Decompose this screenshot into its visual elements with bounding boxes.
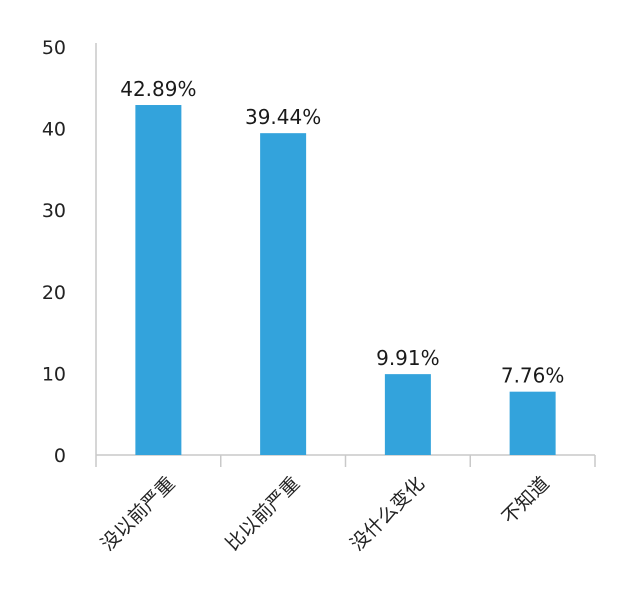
data-label: 9.91% bbox=[376, 346, 440, 370]
data-label: 39.44% bbox=[245, 105, 321, 129]
x-axis bbox=[95, 454, 596, 467]
category-labels-group: 没以前严重 比以前严重 没什么变化 不知道 bbox=[97, 473, 554, 556]
y-tick-label: 40 bbox=[42, 119, 66, 141]
bars-group bbox=[135, 105, 556, 455]
y-tick-label: 20 bbox=[42, 282, 66, 304]
category-label: 没以前严重 bbox=[97, 473, 180, 556]
y-tick-label: 50 bbox=[42, 37, 66, 59]
category-label: 没什么变化 bbox=[346, 473, 429, 556]
data-label: 42.89% bbox=[120, 77, 196, 101]
y-tick-label: 0 bbox=[54, 445, 66, 467]
data-labels-group: 42.89% 39.44% 9.91% 7.76% bbox=[120, 77, 564, 388]
data-label: 7.76% bbox=[501, 364, 565, 388]
category-label: 比以前严重 bbox=[222, 473, 305, 556]
bar bbox=[135, 105, 182, 455]
y-axis: 0 10 20 30 40 50 bbox=[42, 37, 97, 467]
y-tick-label: 30 bbox=[42, 200, 66, 222]
bar bbox=[384, 374, 431, 455]
category-label: 不知道 bbox=[498, 473, 554, 529]
bar bbox=[509, 391, 556, 455]
y-tick-label: 10 bbox=[42, 363, 66, 385]
bar bbox=[260, 133, 307, 455]
